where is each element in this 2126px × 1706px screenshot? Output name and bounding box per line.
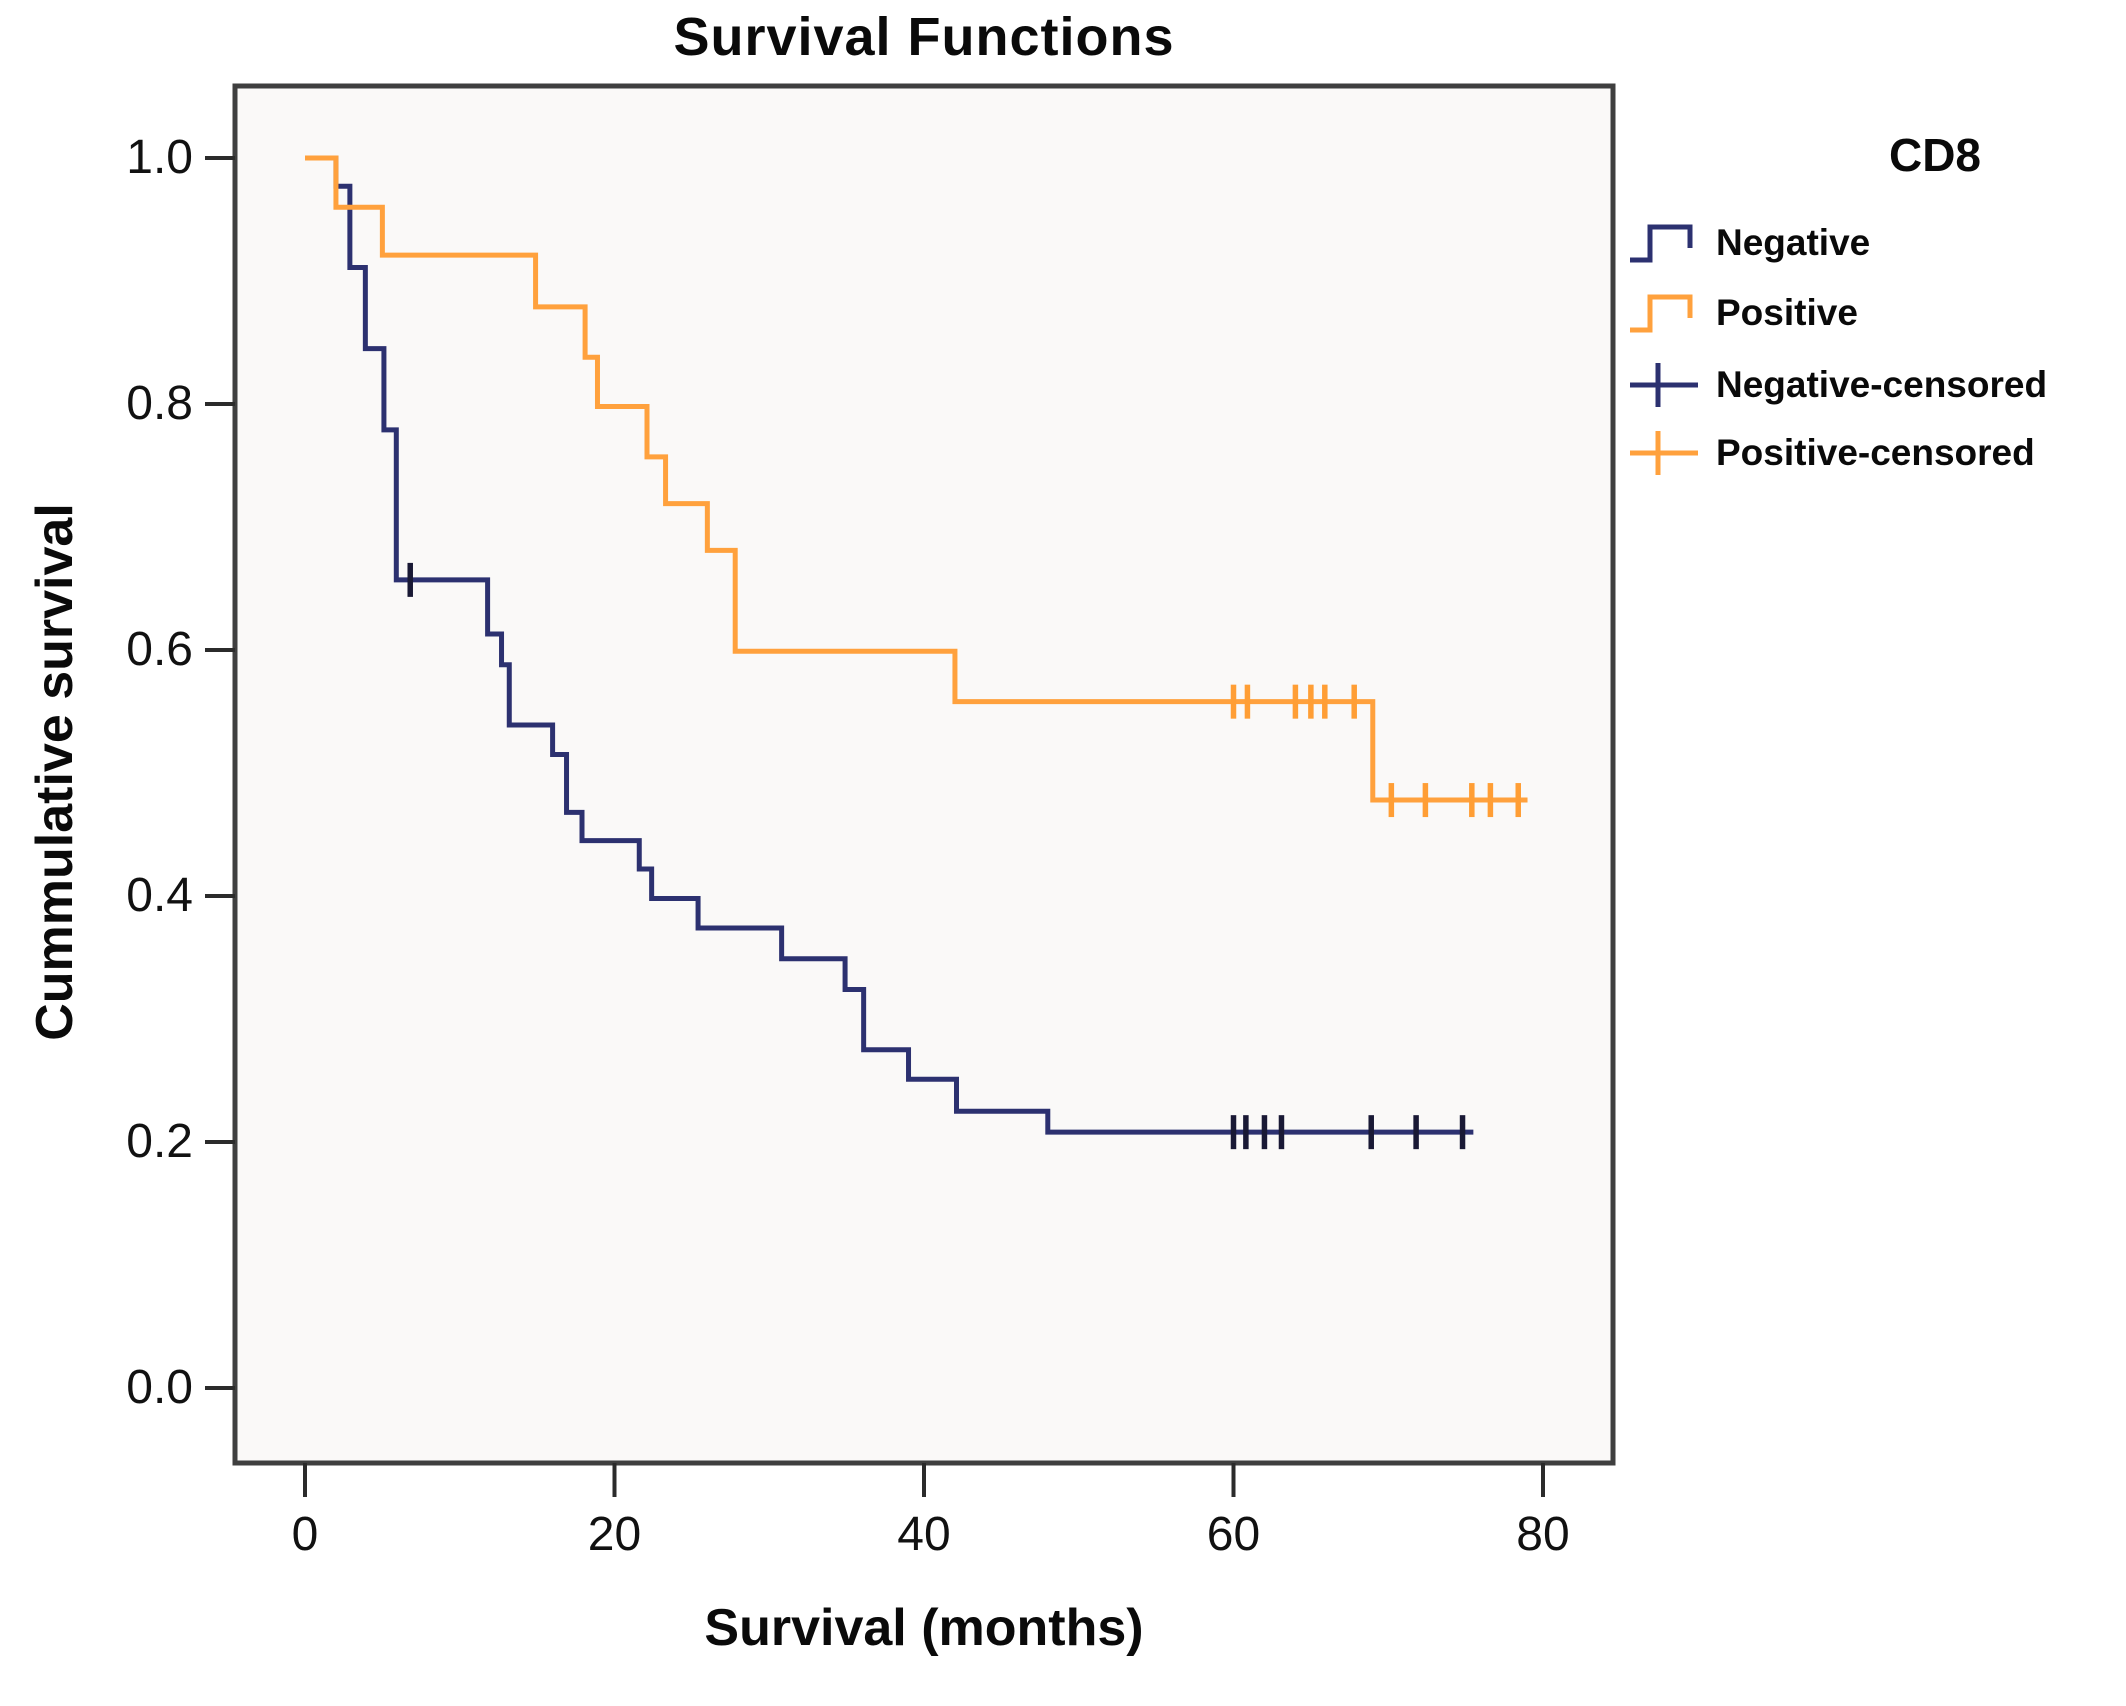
survival-curve-positive (305, 155, 1528, 803)
x-tick-label: 60 (1206, 1508, 1261, 1561)
legend-item-positive-censored: Positive-censored (1628, 422, 2035, 484)
legend-label-positive-censored: Positive-censored (1716, 432, 2035, 473)
y-tick-label: 1.0 (126, 131, 193, 184)
positive-step-icon (1630, 294, 1693, 333)
legend-item-negative-censored: Negative-censored (1628, 354, 2047, 416)
x-axis-title: Survival (months) (704, 1599, 1144, 1657)
legend-label-negative-censored: Negative-censored (1716, 364, 2048, 405)
x-tick-label: 40 (897, 1508, 951, 1561)
chart-title: Survival Functions (673, 7, 1175, 67)
survival-curve-negative (305, 155, 1474, 1135)
legend-title: CD8 (1888, 129, 1982, 181)
positive-censored-icon (1630, 431, 1698, 475)
negative-censored-icon (1630, 363, 1698, 407)
y-tick-label: 0.2 (126, 1115, 193, 1168)
y-tick-label: 0.0 (126, 1361, 193, 1414)
y-tick-label: 0.8 (126, 377, 193, 430)
negative-step-icon (1630, 224, 1693, 263)
x-tick-label: 20 (587, 1508, 642, 1561)
x-tick-label: 80 (1516, 1508, 1570, 1561)
plot-frame (232, 83, 1616, 1466)
legend-label-positive: Positive (1716, 292, 1858, 333)
x-tick-label: 0 (291, 1508, 319, 1561)
y-axis-title: Cummulative survival (26, 503, 84, 1041)
y-tick-label: 0.4 (126, 869, 193, 922)
y-tick-label: 0.6 (126, 623, 193, 676)
legend-label-negative: Negative (1716, 222, 1871, 263)
legend-item-negative: Negative (1628, 212, 1870, 274)
legend-item-positive: Positive (1628, 282, 1858, 344)
